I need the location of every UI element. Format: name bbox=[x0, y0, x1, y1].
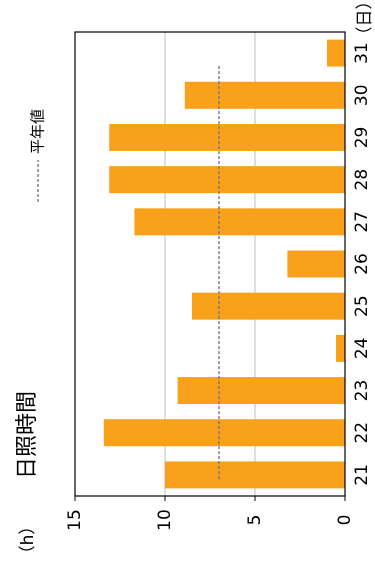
category-tick-group: 24 bbox=[352, 338, 372, 360]
category-tick-group: 22 bbox=[352, 422, 372, 444]
category-tick-label: 30 bbox=[352, 84, 372, 106]
category-tick-group: 29 bbox=[352, 127, 372, 149]
value-tick-label: 0 bbox=[335, 515, 355, 526]
category-tick-label: 31 bbox=[352, 42, 372, 64]
plot-frame bbox=[74, 31, 346, 497]
value-tick-group: 15 bbox=[65, 509, 85, 531]
category-tick-label: 25 bbox=[352, 295, 372, 317]
value-axis-ticks: 0 5 10 15 bbox=[65, 496, 355, 531]
category-tick-group: 26 bbox=[352, 253, 372, 275]
legend: 平年値 bbox=[29, 109, 47, 202]
ylabel-group: （h） bbox=[18, 518, 38, 563]
chart-title: 日照時間 bbox=[15, 391, 40, 479]
category-tick-label: 22 bbox=[352, 422, 372, 444]
category-tick-label: 26 bbox=[352, 253, 372, 275]
bar bbox=[109, 123, 345, 151]
bar bbox=[336, 334, 345, 362]
bar bbox=[134, 208, 345, 236]
bars bbox=[103, 39, 345, 489]
bar bbox=[103, 419, 345, 447]
bar bbox=[177, 377, 345, 405]
bar bbox=[192, 292, 345, 320]
bar bbox=[327, 39, 345, 67]
value-tick-label: 15 bbox=[65, 509, 85, 531]
category-unit-label: （日） bbox=[355, 0, 375, 44]
value-tick-label: 5 bbox=[245, 515, 265, 526]
category-tick-label: 24 bbox=[352, 338, 372, 360]
bar bbox=[165, 461, 345, 489]
category-tick-label: 23 bbox=[352, 380, 372, 402]
legend-average-label: 平年値 bbox=[29, 109, 47, 154]
category-tick-group: 31 bbox=[352, 42, 372, 64]
category-tick-group: 25 bbox=[352, 295, 372, 317]
value-tick-group: 10 bbox=[155, 509, 175, 531]
category-tick-group: 30 bbox=[352, 84, 372, 106]
category-axis-ticks: 21 22 23 24 25 26 27 28 29 30 31 bbox=[352, 42, 372, 485]
category-tick-group: 27 bbox=[352, 211, 372, 233]
title-group: 日照時間 bbox=[15, 391, 40, 479]
value-tick-group: 5 bbox=[245, 515, 265, 526]
category-tick-label: 29 bbox=[352, 127, 372, 149]
bar bbox=[184, 81, 345, 109]
category-tick-group: 21 bbox=[352, 464, 372, 486]
y-axis-unit-label: （h） bbox=[18, 518, 38, 563]
category-tick-group: 23 bbox=[352, 380, 372, 402]
category-tick-label: 21 bbox=[352, 464, 372, 486]
category-tick-label: 27 bbox=[352, 211, 372, 233]
grid-lines bbox=[164, 32, 256, 496]
value-tick-group: 0 bbox=[335, 515, 355, 526]
bar bbox=[287, 250, 345, 278]
category-tick-label: 28 bbox=[352, 169, 372, 191]
category-unit-group: （日） bbox=[355, 0, 375, 44]
category-tick-group: 28 bbox=[352, 169, 372, 191]
bar bbox=[109, 166, 345, 194]
value-tick-label: 10 bbox=[155, 509, 175, 531]
